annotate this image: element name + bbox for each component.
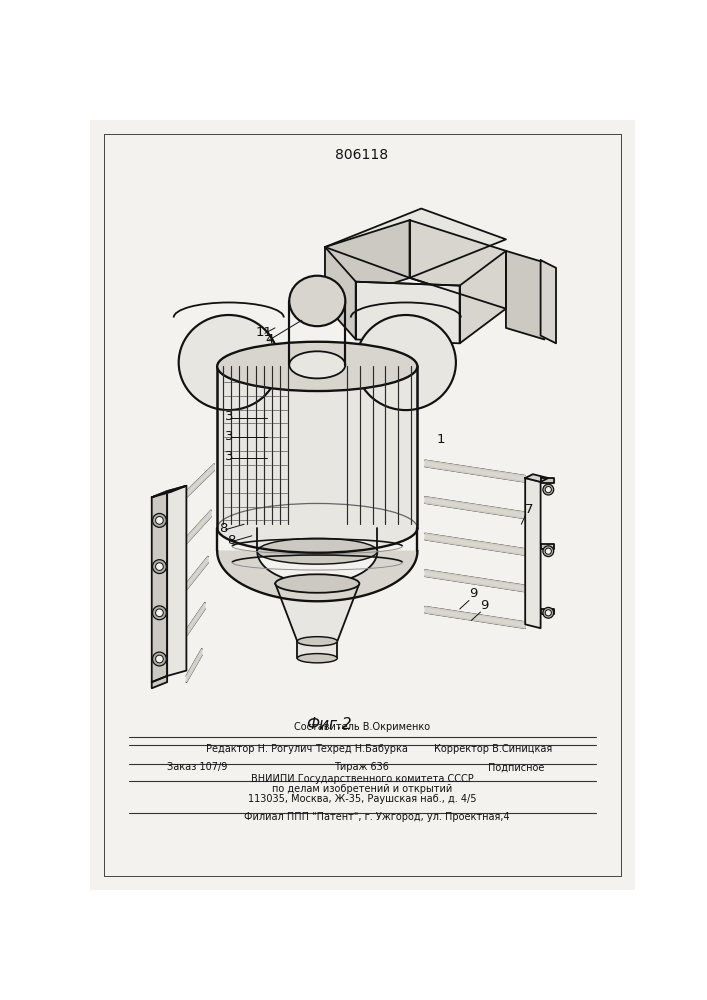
- Circle shape: [156, 563, 163, 570]
- Polygon shape: [356, 282, 460, 343]
- Circle shape: [543, 484, 554, 495]
- Circle shape: [156, 517, 163, 524]
- Ellipse shape: [356, 315, 456, 410]
- Polygon shape: [425, 460, 525, 482]
- Text: 3: 3: [225, 410, 233, 423]
- Polygon shape: [460, 251, 506, 343]
- Ellipse shape: [289, 351, 345, 378]
- Text: 4: 4: [265, 333, 274, 346]
- Polygon shape: [425, 533, 525, 555]
- Text: 8: 8: [219, 522, 228, 535]
- Text: Подписное: Подписное: [488, 762, 544, 772]
- Ellipse shape: [179, 315, 279, 410]
- Text: Заказ 107/9: Заказ 107/9: [167, 762, 228, 772]
- Circle shape: [153, 560, 166, 574]
- Circle shape: [545, 487, 551, 493]
- Polygon shape: [506, 251, 544, 339]
- Text: Корректор В.Синицкая: Корректор В.Синицкая: [434, 744, 552, 754]
- Text: Фиг.2: Фиг.2: [306, 717, 351, 732]
- Circle shape: [545, 610, 551, 616]
- Text: 113035, Москва, Ж-35, Раушская наб., д. 4/5: 113035, Москва, Ж-35, Раушская наб., д. …: [247, 794, 477, 804]
- Text: Составитель В.Окрименко: Составитель В.Окрименко: [294, 722, 430, 732]
- Polygon shape: [525, 478, 541, 628]
- Polygon shape: [187, 649, 201, 682]
- Polygon shape: [541, 478, 554, 483]
- Ellipse shape: [297, 637, 337, 646]
- Text: 11: 11: [256, 326, 273, 339]
- Ellipse shape: [289, 276, 345, 326]
- Polygon shape: [152, 491, 167, 682]
- Polygon shape: [187, 557, 208, 590]
- Polygon shape: [217, 528, 417, 553]
- Polygon shape: [541, 609, 554, 614]
- Circle shape: [153, 606, 166, 620]
- Text: 9: 9: [481, 599, 489, 612]
- Circle shape: [543, 546, 554, 557]
- Polygon shape: [541, 260, 556, 343]
- Ellipse shape: [257, 538, 378, 564]
- Polygon shape: [152, 486, 187, 497]
- Polygon shape: [541, 544, 554, 549]
- Polygon shape: [525, 474, 549, 482]
- Polygon shape: [275, 584, 359, 641]
- Text: 7: 7: [525, 503, 534, 516]
- Text: Техред Н.Бабурка: Техред Н.Бабурка: [315, 744, 409, 754]
- Text: 3: 3: [225, 430, 233, 443]
- Polygon shape: [325, 220, 409, 305]
- Text: ВНИИПИ Государственного комитета СССР: ВНИИПИ Государственного комитета СССР: [250, 774, 473, 784]
- Circle shape: [545, 548, 551, 554]
- Text: по делам изобретений и открытий: по делам изобретений и открытий: [271, 784, 452, 794]
- Circle shape: [156, 655, 163, 663]
- Ellipse shape: [217, 342, 417, 391]
- Polygon shape: [187, 464, 214, 497]
- Text: 9: 9: [469, 587, 477, 600]
- Polygon shape: [325, 247, 356, 339]
- Circle shape: [156, 609, 163, 617]
- Text: Тираж 636: Тираж 636: [334, 762, 390, 772]
- Polygon shape: [409, 220, 506, 309]
- Text: 806118: 806118: [335, 148, 389, 162]
- Polygon shape: [425, 570, 525, 592]
- Polygon shape: [297, 641, 337, 658]
- Circle shape: [153, 513, 166, 527]
- Polygon shape: [217, 366, 417, 528]
- Ellipse shape: [297, 654, 337, 663]
- Polygon shape: [167, 486, 187, 676]
- Polygon shape: [152, 676, 167, 688]
- Polygon shape: [425, 607, 525, 628]
- Text: 8: 8: [227, 534, 235, 546]
- Circle shape: [543, 607, 554, 618]
- Polygon shape: [187, 510, 211, 544]
- Text: Редактор Н. Рогулич: Редактор Н. Рогулич: [206, 744, 312, 754]
- Text: 3: 3: [225, 450, 233, 463]
- Text: Филиал ППП "Патент", г. Ужгород, ул. Проектная,4: Филиал ППП "Патент", г. Ужгород, ул. Про…: [244, 812, 510, 822]
- Polygon shape: [187, 603, 205, 636]
- Polygon shape: [325, 209, 506, 278]
- Circle shape: [153, 652, 166, 666]
- Ellipse shape: [275, 574, 359, 593]
- Polygon shape: [425, 497, 525, 518]
- Polygon shape: [217, 551, 417, 601]
- Text: 1: 1: [437, 433, 445, 446]
